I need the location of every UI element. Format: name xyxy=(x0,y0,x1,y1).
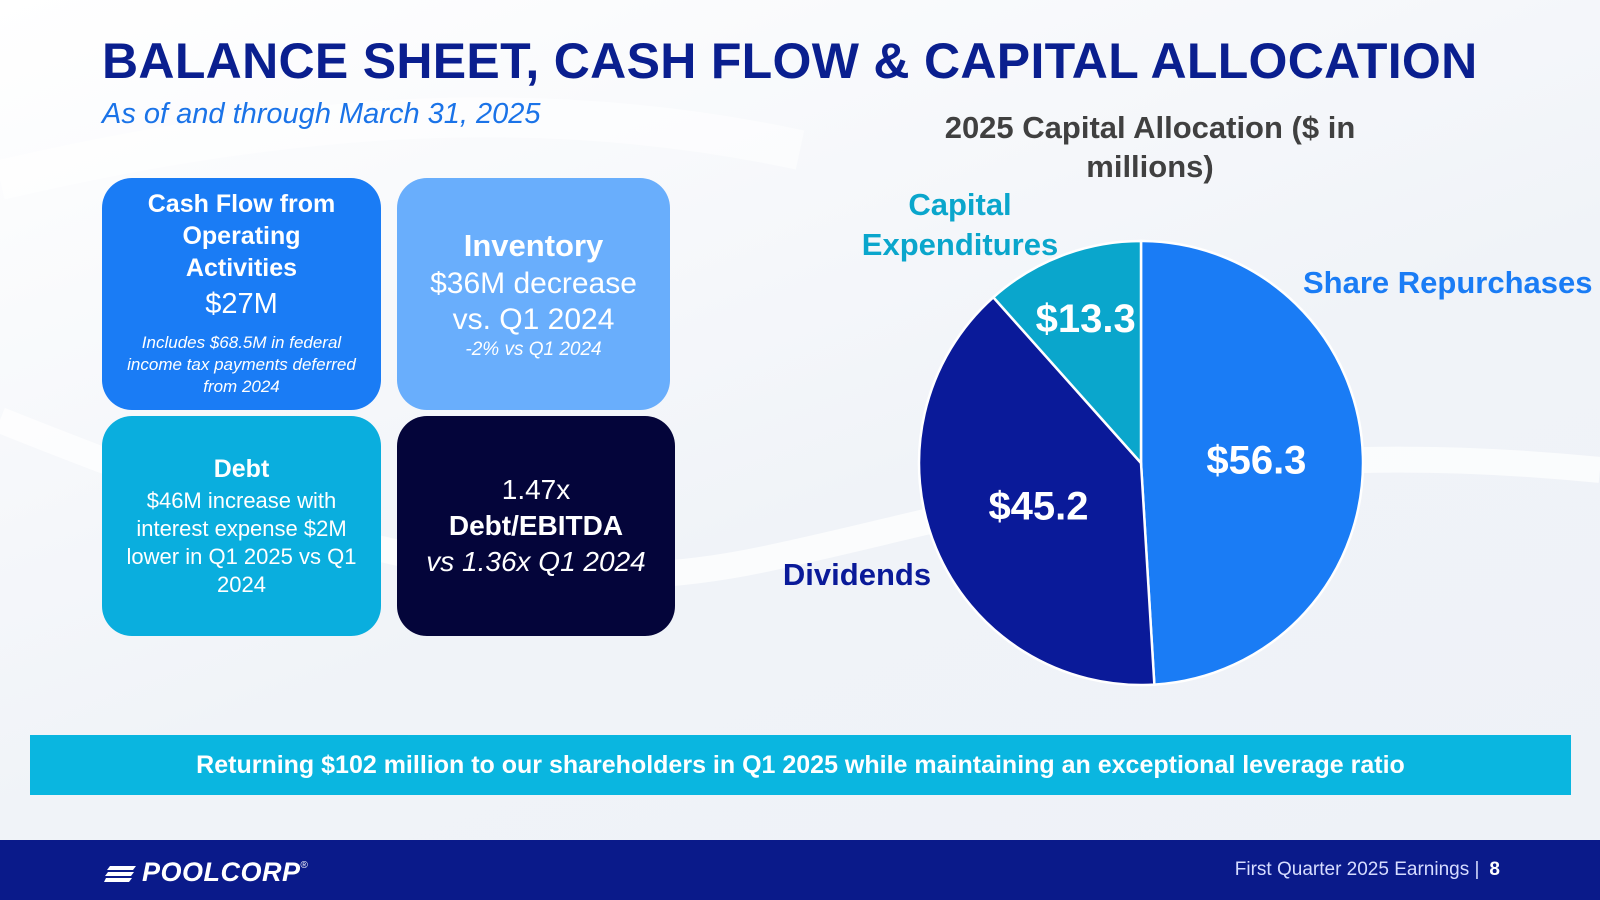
debt-title: Debt xyxy=(213,455,270,483)
leverage-value: 1.47x xyxy=(501,474,571,505)
inventory-title: Inventory xyxy=(463,228,604,263)
chart-title: 2025 Capital Allocation ($ in millions) xyxy=(944,110,1356,184)
wave-logo-icon xyxy=(104,865,136,882)
pie-category-label: Share Repurchases xyxy=(1303,265,1592,300)
debt-card: Debt $46M increase with interest expense… xyxy=(102,416,381,636)
cash-flow-title: Cash Flow from Operating Activities xyxy=(147,190,336,282)
pie-slice-share-repurchases xyxy=(1139,239,1365,686)
inventory-card: Inventory $36M decrease vs. Q1 2024 -2% … xyxy=(397,178,670,410)
debt-text: $46M increase with interest expense $2M … xyxy=(126,488,357,597)
leverage-card: 1.47x Debt/EBITDA vs 1.36x Q1 2024 xyxy=(397,416,675,636)
pie-value-label: $13.3 xyxy=(1036,297,1136,341)
leverage-comparison: vs 1.36x Q1 2024 xyxy=(426,546,646,577)
pie-value-label: $45.2 xyxy=(988,485,1088,529)
cash-flow-value: $27M xyxy=(205,288,278,320)
footer-bar xyxy=(0,840,1600,900)
pie-category-label: Capital Expenditures xyxy=(862,187,1058,262)
pie-value-label: $56.3 xyxy=(1206,439,1306,483)
pie-slice-capital-expenditures xyxy=(991,239,1143,467)
cash-flow-note: Includes $68.5M in federal income tax pa… xyxy=(127,333,356,396)
page-subtitle: As of and through March 31, 2025 xyxy=(102,98,541,130)
logo-wordmark: POOLCORP xyxy=(142,857,301,887)
shareholder-return-banner: Returning $102 million to our shareholde… xyxy=(30,735,1571,795)
cash-flow-card: Cash Flow from Operating Activities $27M… xyxy=(102,178,381,410)
inventory-note: -2% vs Q1 2024 xyxy=(465,339,602,360)
pie-slice-dividends xyxy=(917,295,1156,687)
registered-mark: ® xyxy=(300,860,308,871)
footer-caption-text: First Quarter 2025 Earnings | xyxy=(1234,859,1480,880)
leverage-label: Debt/EBITDA xyxy=(448,510,624,541)
footer-caption: First Quarter 2025 Earnings | 8 xyxy=(1235,859,1500,881)
pie-category-label: Dividends xyxy=(783,557,931,592)
poolcorp-logo: POOLCORP ® xyxy=(104,857,308,888)
inventory-value: $36M decrease vs. Q1 2024 xyxy=(430,267,637,336)
page-title: BALANCE SHEET, CASH FLOW & CAPITAL ALLOC… xyxy=(102,33,1478,89)
page-number: 8 xyxy=(1489,859,1500,880)
